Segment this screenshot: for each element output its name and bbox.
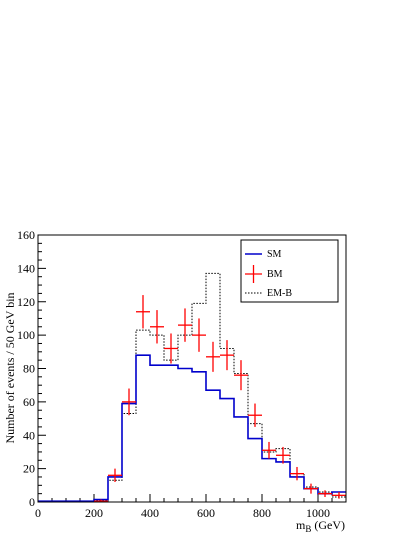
legend: SM BM EM-B [240,239,339,303]
y-tick-label: 120 [17,295,35,309]
x-tick-label: 400 [141,506,159,520]
plot-frame [37,234,347,503]
x-tick-label: 800 [253,506,271,520]
x-axis-title: mB (GeV) [296,518,345,534]
y-tick-label: 0 [29,495,35,509]
bm-point [290,466,304,481]
tick-labels: 0 200 400 600 800 1000 0 20 40 60 80 100 120 140 160 [17,228,330,520]
bm-point [122,388,136,416]
bm-point [164,333,178,364]
bm-point [178,308,192,342]
bm-point [220,340,234,371]
x-tick-label: 0 [35,506,41,520]
y-axis-title: Number of events / 50 GeV bin [3,292,17,443]
series-layer [38,272,346,503]
bm-point [318,490,332,497]
y-tick-label: 20 [23,462,35,476]
y-tick-label: 100 [17,328,35,342]
x-tick-label: 1000 [306,506,330,520]
emb-step-line [38,272,346,503]
y-tick-label: 80 [23,362,35,376]
x-tick-label: 600 [197,506,215,520]
x-axis-title-main: m [296,518,306,532]
bm-point [248,403,262,427]
legend-box [240,239,339,303]
bm-point [332,491,346,499]
bm-point [108,468,122,482]
y-tick-label: 160 [17,228,35,242]
legend-emb-label: EM-B [267,288,292,299]
bm-point [304,483,318,494]
sm-step-line [38,354,346,502]
bm-point [192,318,206,352]
y-tick-label: 40 [23,428,35,442]
bm-point [262,441,276,459]
x-tick-label: 200 [85,506,103,520]
bm-point [234,360,248,391]
bm-point [136,295,150,329]
legend-sm-label: SM [267,249,282,260]
x-axis-title-unit: (GeV) [311,518,345,532]
bm-point [276,446,290,464]
y-tick-label: 60 [23,395,35,409]
bm-point [206,341,220,372]
x-axis-title-sub: B [305,524,311,534]
bm-point [150,310,164,344]
y-tick-label: 140 [17,261,35,275]
legend-bm-label: BM [267,269,283,280]
